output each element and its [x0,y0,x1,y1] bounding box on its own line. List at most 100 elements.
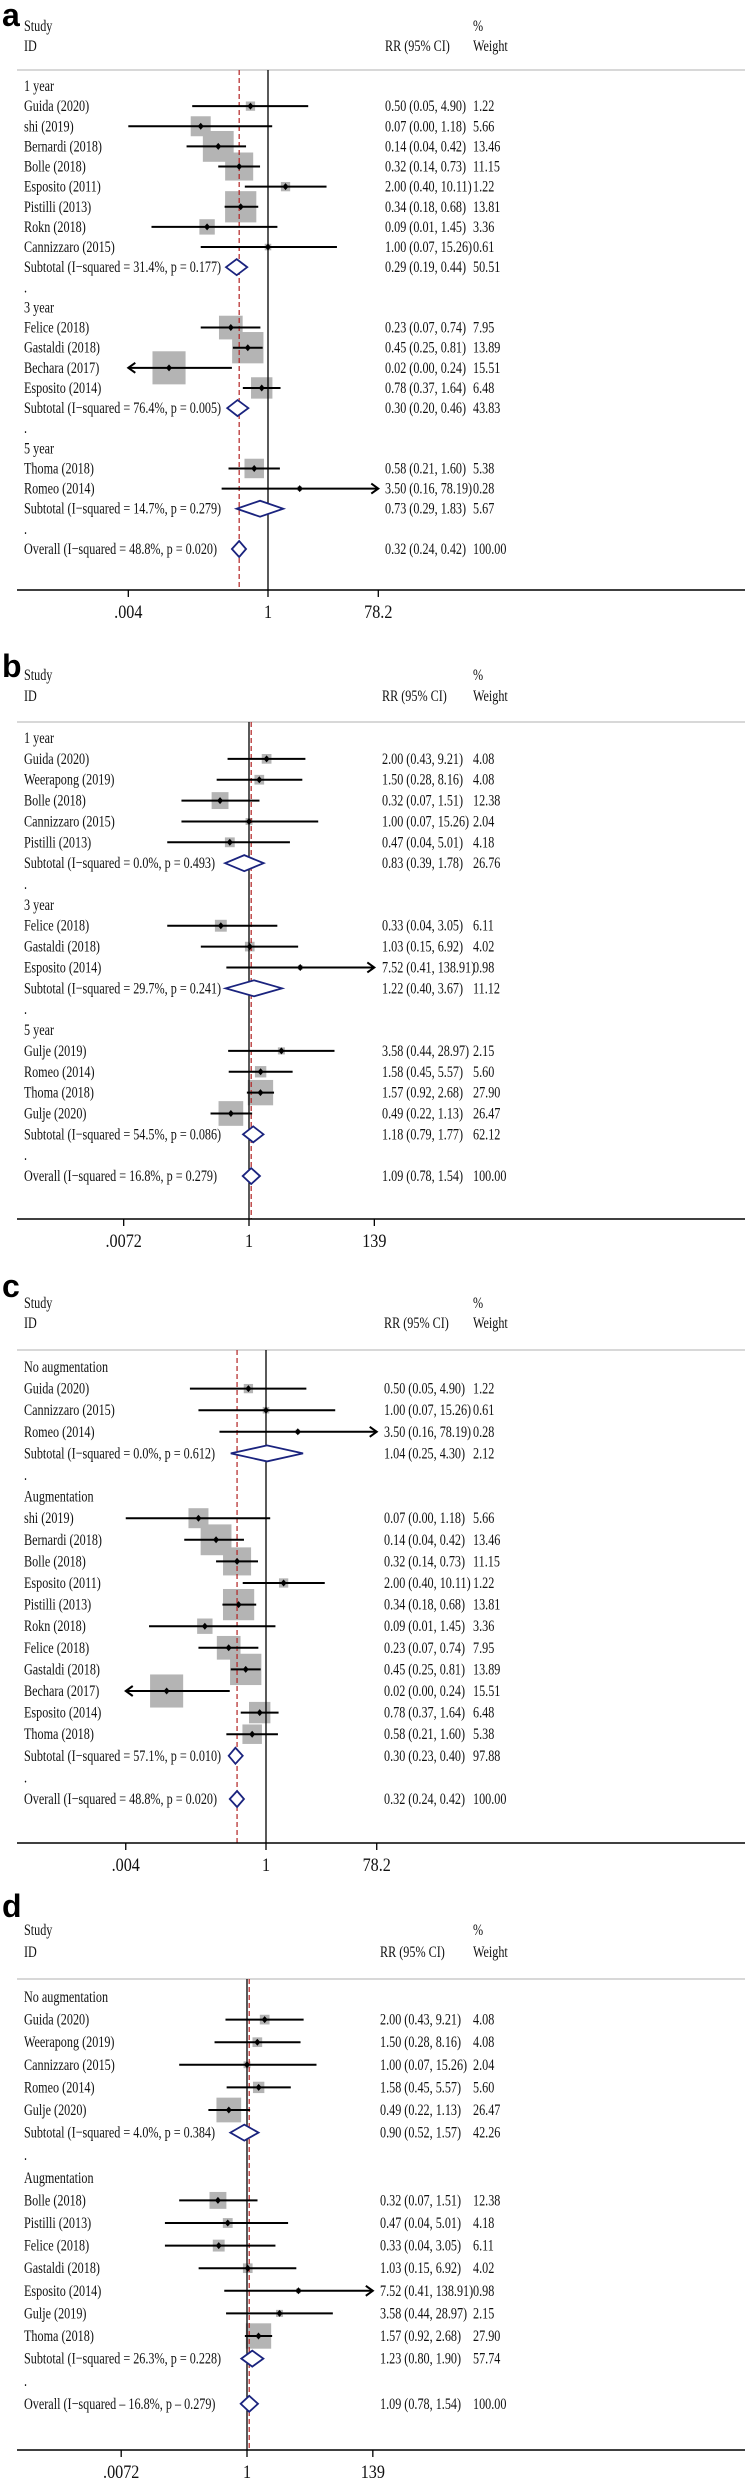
study-row: Romeo (2014) 1.58 (0.45, 5.57) 5.60 [24,1063,494,1081]
study-label: Cannizzaro (2015) [24,2056,115,2074]
header-rr-ci: RR (95% CI) [382,687,447,705]
study-label: . [24,1769,27,1787]
rr-ci-value: 0.07 (0.00, 1.18) [385,118,466,136]
x-tick-label: .0072 [106,1230,142,1252]
study-row: Esposito (2011) 2.00 (0.40, 10.11) 1.22 [24,1574,494,1592]
study-label: Gulje (2019) [24,2305,87,2323]
rr-ci-value: 0.49 (0.22, 1.13) [380,2101,461,2119]
weight-value: 0.28 [473,1423,494,1441]
header-percent: % [473,17,483,35]
study-label: Gulje (2020) [24,2101,87,2119]
study-row: Cannizzaro (2015) 1.00 (0.07, 15.26) 2.04 [24,2056,494,2074]
spacer-row: . [24,1001,27,1019]
study-label: Subtotal (I−squared = 14.7%, p = 0.279) [24,500,221,518]
group-header-row: No augmentation [24,1988,108,2006]
rr-ci-value: 0.14 (0.04, 0.42) [384,1531,465,1549]
rr-ci-value: 0.30 (0.20, 0.46) [385,400,466,418]
study-row: Bolle (2018) 0.32 (0.07, 1.51) 12.38 [24,792,500,810]
spacer-row: . [24,1147,27,1165]
spacer-row: . [24,1466,27,1484]
weight-value: 62.12 [473,1126,500,1144]
pooled-diamond [239,2349,265,2368]
header-percent: % [473,1921,483,1939]
point-estimate [235,1601,242,1609]
weight-value: 100.00 [473,1168,506,1186]
panel-c: c Study ID RR (95% CI)% Weight No augmentatio… [2,1268,745,1875]
study-label: Gastaldi (2018) [24,1661,100,1679]
point-estimate [214,2196,221,2204]
header-weight: Weight [473,1943,508,1961]
study-row: Bernardi (2018) 0.14 (0.04, 0.42) 13.46 [24,138,500,156]
study-label: Subtotal (I−squared = 57.1%, p = 0.010) [24,1747,221,1765]
rr-ci-value: 1.04 (0.25, 4.30) [384,1445,465,1463]
header-weight: Weight [473,687,508,705]
study-label: Bolle (2018) [24,158,86,176]
rr-ci-value: 0.73 (0.29, 1.83) [385,500,466,518]
point-estimate [236,163,243,171]
point-estimate [201,1622,208,1630]
point-estimate [255,2083,262,2091]
study-label: Weerapong (2019) [24,771,115,789]
spacer-row: . [24,279,27,297]
rr-ci-value: 7.52 (0.41, 138.91) [382,959,475,977]
arrow-right-icon [365,2284,375,2297]
point-estimate [166,364,173,372]
point-estimate [256,1709,263,1717]
weight-value: 2.12 [473,1445,494,1463]
study-row: Bolle (2018) 0.32 (0.14, 0.73) 11.15 [24,158,500,176]
study-row: Romeo (2014) 3.50 (0.16, 78.19) 0.28 [24,1423,494,1441]
weight-value: 4.08 [473,750,494,768]
weight-value: 42.26 [473,2124,500,2142]
study-label: Felice (2018) [24,917,89,935]
rr-ci-value: 1.03 (0.15, 6.92) [382,938,463,956]
weight-value: 11.15 [473,1553,500,1571]
rr-ci-value: 0.47 (0.04, 5.01) [380,2214,461,2232]
study-label: . [24,2147,27,2165]
study-row: Pistilli (2013) 0.47 (0.04, 5.01) 4.18 [24,834,494,852]
rr-ci-value: 0.32 (0.14, 0.73) [384,1553,465,1571]
weight-value: 5.66 [473,118,494,136]
group-label: Augmentation [24,1488,94,1506]
study-label: Romeo (2014) [24,480,95,498]
study-row: Gulje (2020) 0.49 (0.22, 1.13) 26.47 [24,2101,500,2119]
study-label: Thoma (2018) [24,2327,94,2345]
weight-value: 5.38 [473,460,494,478]
study-row: Felice (2018) 0.33 (0.04, 3.05) 6.11 [24,917,494,935]
study-label: Gastaldi (2018) [24,339,100,357]
point-estimate [255,2332,262,2340]
weight-value: 4.18 [473,2214,494,2232]
weight-value: 1.22 [473,1380,494,1398]
rr-ci-value: 0.83 (0.39, 1.78) [382,855,463,873]
weight-value: 1.22 [473,98,494,116]
weight-value: 5.66 [473,1510,494,1528]
rr-ci-value: 0.33 (0.04, 3.05) [382,917,463,935]
header-weight: Weight [473,1314,508,1332]
point-estimate [224,2219,231,2227]
subtotal-row: Subtotal (I−squared = 0.0%, p = 0.612) 1.… [24,1444,494,1463]
point-estimate [244,2061,250,2069]
point-estimate [261,2016,268,2024]
study-label: Esposito (2011) [24,1574,101,1592]
header-rr-ci: RR (95% CI) [385,37,450,55]
rr-ci-value: 0.32 (0.24, 0.42) [384,1790,465,1808]
x-tick-label: 78.2 [363,1854,391,1876]
rr-ci-value: 1.00 (0.07, 15.26) [382,813,469,831]
weight-value: 4.08 [473,2011,494,2029]
study-row: shi (2019) 0.07 (0.00, 1.18) 5.66 [24,118,494,136]
study-row: Cannizzaro (2015) 1.00 (0.07, 15.26) 2.04 [24,813,494,831]
pooled-diamond [225,398,250,418]
study-label: Pistilli (2013) [24,834,91,852]
weight-value: 4.08 [473,771,494,789]
weight-value: 6.48 [473,1704,494,1722]
group-label: Augmentation [24,2169,94,2187]
study-label: Subtotal (I−squared = 26.3%, p = 0.228) [24,2350,221,2368]
point-estimate [195,1514,202,1522]
weight-value: 11.15 [473,158,500,176]
subtotal-row: Subtotal (I−squared = 54.5%, p = 0.086) 1… [24,1125,500,1144]
rr-ci-value: 1.23 (0.80, 1.90) [380,2350,461,2368]
pooled-diamond [222,979,286,998]
rr-ci-value: 1.22 (0.40, 3.67) [382,980,463,998]
x-tick-label: 78.2 [364,601,392,623]
point-estimate [246,943,253,951]
study-row: Gulje (2019) 3.58 (0.44, 28.97) 2.15 [24,1042,494,1060]
